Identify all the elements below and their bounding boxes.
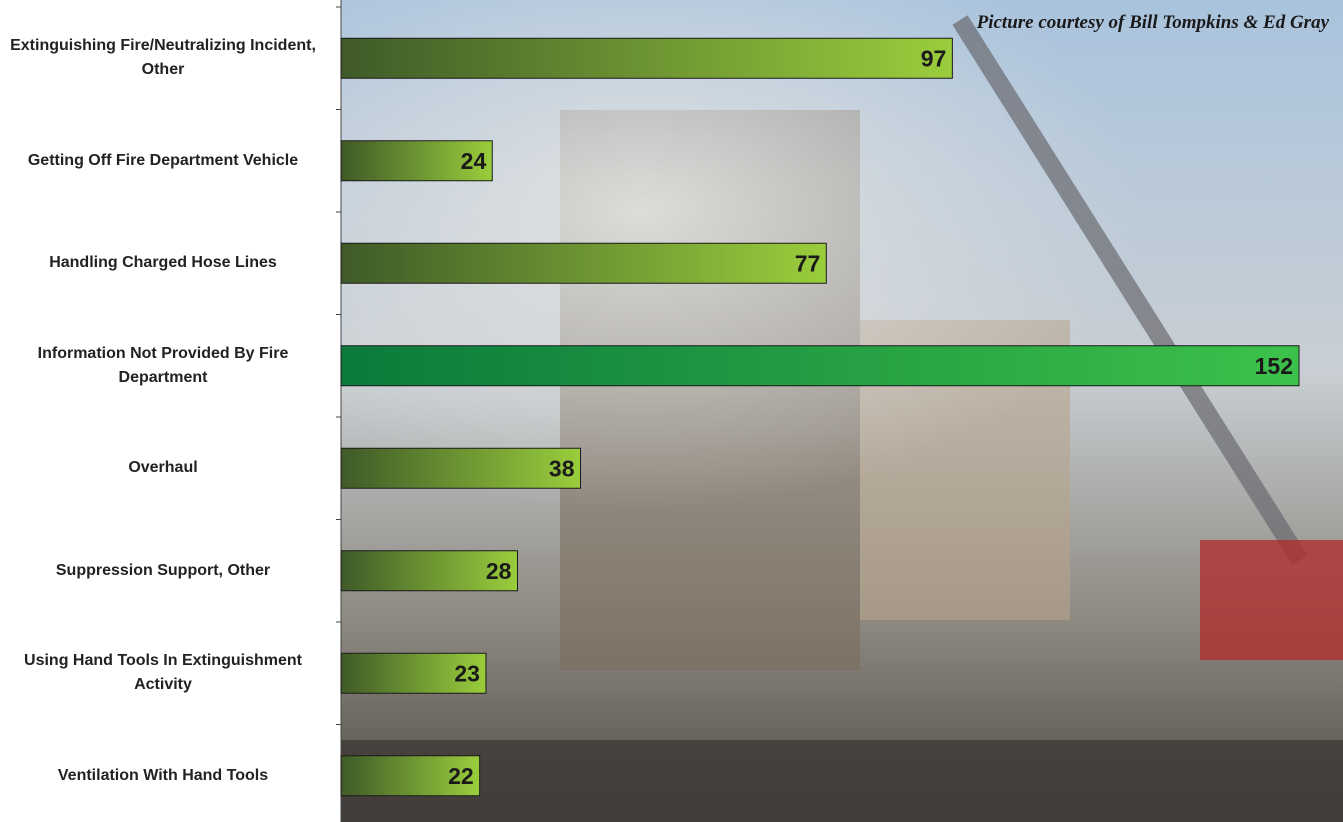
category-text: Overhaul <box>128 456 197 480</box>
value-label: 23 <box>454 660 480 686</box>
category-text: Using Hand Tools In Extinguishment Activ… <box>0 649 326 697</box>
value-label: 152 <box>1255 353 1293 379</box>
category-label: Suppression Support, Other <box>0 559 326 583</box>
category-text: Information Not Provided By Fire Departm… <box>0 342 326 390</box>
value-label: 28 <box>486 558 512 584</box>
background-photo <box>341 0 1343 822</box>
value-label: 97 <box>921 45 947 71</box>
category-label: Using Hand Tools In Extinguishment Activ… <box>0 649 326 697</box>
bar <box>341 243 826 283</box>
category-label: Extinguishing Fire/Neutralizing Incident… <box>0 34 326 82</box>
category-label: Information Not Provided By Fire Departm… <box>0 342 326 390</box>
value-label: 77 <box>795 250 821 276</box>
bar <box>341 448 581 488</box>
category-label: Overhaul <box>0 456 326 480</box>
category-label: Ventilation With Hand Tools <box>0 764 326 788</box>
category-text: Suppression Support, Other <box>56 559 270 583</box>
value-label: 38 <box>549 455 575 481</box>
bar <box>341 38 952 78</box>
chart-canvas: 97 24 77 152 38 28 23 22 <box>0 0 1343 822</box>
credit: Picture courtesy of Bill Tompkins & Ed G… <box>977 12 1329 34</box>
category-text: Ventilation With Hand Tools <box>58 764 268 788</box>
category-label: Getting Off Fire Department Vehicle <box>0 149 326 173</box>
value-label: 22 <box>448 763 474 789</box>
category-text: Handling Charged Hose Lines <box>49 251 277 275</box>
chart: 97 24 77 152 38 28 23 22 Picture courtesy of Bi… <box>0 0 1343 822</box>
category-label: Handling Charged Hose Lines <box>0 251 326 275</box>
bar <box>341 346 1299 386</box>
category-text: Getting Off Fire Department Vehicle <box>28 149 298 173</box>
value-label: 24 <box>461 148 487 174</box>
category-text: Extinguishing Fire/Neutralizing Incident… <box>0 34 326 82</box>
